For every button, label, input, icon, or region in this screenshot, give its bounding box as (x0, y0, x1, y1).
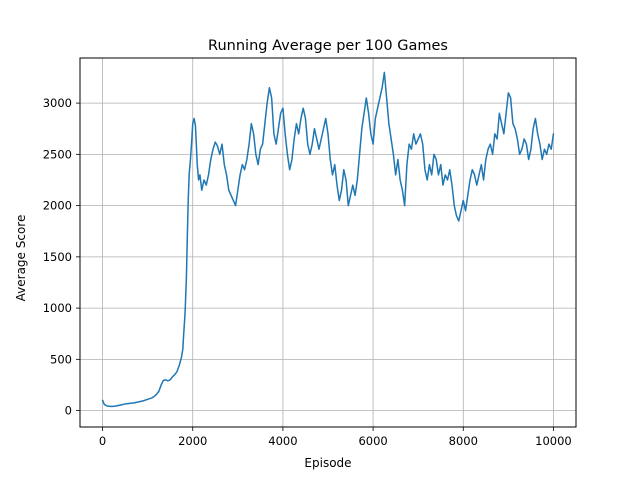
x-axis-label: Episode (304, 456, 351, 470)
grid-lines (80, 58, 576, 427)
y-tick-label: 2500 (43, 147, 72, 161)
x-tick-label: 10000 (535, 434, 572, 448)
y-tick-label: 1000 (43, 301, 72, 315)
chart-title: Running Average per 100 Games (208, 38, 448, 54)
y-tick-label: 2000 (43, 199, 72, 213)
axis-ticks: 0 2000 4000 6000 8000 10000 0 500 1000 1500 2000 25… (43, 96, 572, 448)
x-tick-label: 8000 (449, 434, 478, 448)
x-tick-label: 0 (99, 434, 106, 448)
y-axis-label: Average Score (14, 215, 28, 302)
y-tick-label: 0 (65, 404, 72, 418)
plot-area-frame (79, 57, 577, 428)
y-tick-label: 1500 (43, 250, 72, 264)
y-tick-label: 500 (50, 352, 72, 366)
x-tick-label: 4000 (268, 434, 297, 448)
series-layer (101, 71, 555, 408)
x-tick-label: 2000 (178, 434, 207, 448)
y-tick-label: 3000 (43, 96, 72, 110)
series-line-0 (101, 71, 555, 408)
x-tick-label: 6000 (358, 434, 387, 448)
